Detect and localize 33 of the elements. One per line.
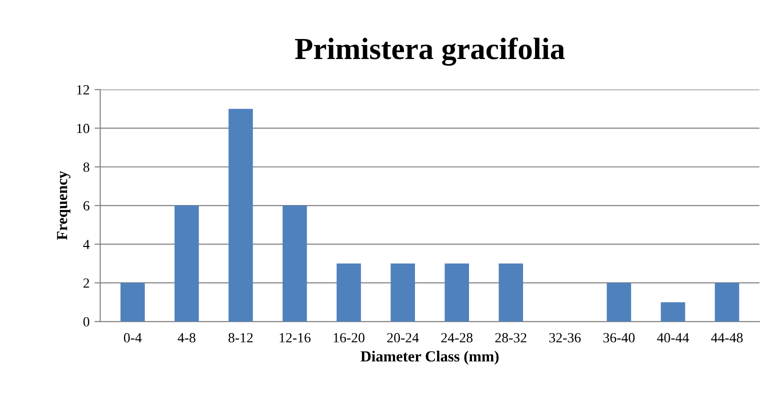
x-tick-label: 40-44 [657, 333, 689, 342]
x-tick-label: 44-48 [711, 333, 743, 342]
bar [498, 264, 524, 322]
chart-title: Primistera gracifolia [295, 37, 565, 66]
x-tick-label: 8-12 [228, 333, 253, 342]
y-tick-label: 4 [83, 240, 90, 250]
bar [714, 282, 740, 322]
x-tick-label: 0-4 [124, 333, 142, 342]
y-tick-label: 12 [77, 85, 90, 94]
y-tick-label: 2 [83, 278, 90, 288]
y-tick-label: 8 [83, 162, 90, 172]
y-tick-label: 0 [83, 317, 90, 326]
x-tick-label: 12-16 [280, 333, 311, 342]
bar [336, 264, 361, 322]
bar [606, 282, 632, 322]
x-tick-label: 32-36 [549, 333, 581, 342]
bar [120, 282, 145, 322]
bar [228, 108, 253, 322]
x-tick-label: 24-28 [441, 333, 473, 342]
y-axis-title: Frequency [57, 171, 70, 240]
bar [282, 206, 307, 322]
y-tick-label: 6 [83, 201, 90, 210]
y-tick-label: 10 [77, 124, 90, 134]
x-tick-label: 20-24 [387, 333, 419, 342]
x-tick-label: 28-32 [495, 333, 526, 342]
bar [660, 302, 686, 322]
bar [390, 264, 415, 322]
x-tick-label: 36-40 [603, 333, 635, 342]
bar [444, 264, 470, 322]
bar [174, 206, 199, 322]
x-tick-label: 16-20 [334, 333, 364, 342]
x-tick-label: 4-8 [178, 333, 196, 342]
x-axis-title: Diameter Class (mm) [360, 350, 499, 365]
